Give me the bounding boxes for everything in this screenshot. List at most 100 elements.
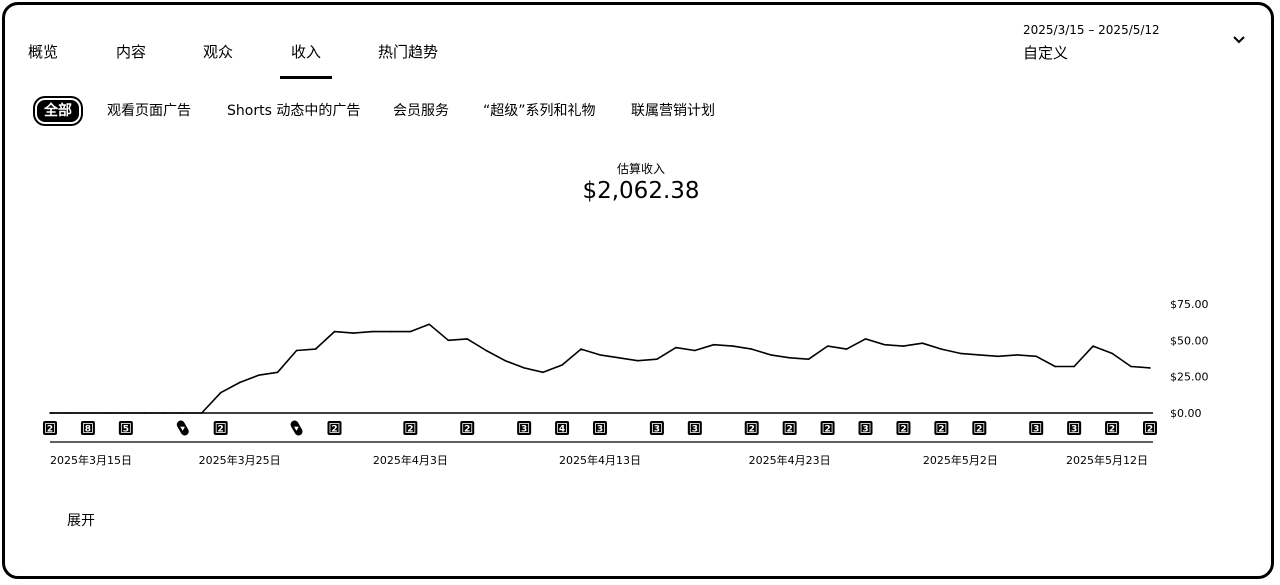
chip-watch-page-ads[interactable]: 观看页面广告 [107,103,191,119]
upload-marker[interactable]: 3 [1067,421,1082,435]
upload-marker[interactable]: 5 [118,421,133,435]
data-point [826,345,829,347]
upload-marker-count: 5 [123,425,129,435]
upload-marker[interactable]: 2 [403,421,418,435]
data-point [788,356,791,359]
upload-marker[interactable]: 3 [858,421,873,435]
upload-marker[interactable]: 3 [517,421,532,435]
x-tick-label: 2025年3月15日 [50,453,132,467]
data-point [959,352,962,355]
upload-marker-count: 3 [1071,425,1077,435]
tab-overview[interactable]: 概览 [27,43,58,61]
data-point [807,358,810,361]
data-point [1035,355,1038,358]
shorts-marker-icon[interactable] [175,419,190,437]
data-point [447,339,450,342]
upload-marker-count: 4 [559,425,565,435]
data-point [125,412,127,414]
data-point [106,412,108,414]
data-point [750,348,753,350]
data-point [580,348,582,350]
y-tick-label: $50.00 [1170,334,1209,347]
data-point [883,343,886,346]
chip-shorts-feed-ads[interactable]: Shorts 动态中的广告 [227,103,361,119]
x-tick-label: 2025年4月23日 [749,453,831,467]
upload-marker-count: 3 [654,425,660,435]
expand-button[interactable]: 展开 [67,513,95,529]
upload-marker[interactable]: 2 [213,421,228,435]
data-point [466,338,469,340]
data-point [295,349,298,352]
upload-marker[interactable]: 3 [1029,421,1044,435]
x-tick-label: 2025年3月25日 [199,453,281,467]
data-point [637,359,639,362]
data-point [1092,345,1094,347]
chevron-down-icon[interactable] [1229,30,1249,50]
data-point [181,412,184,414]
x-tick-label: 2025年4月13日 [559,453,641,467]
y-tick-label: $75.00 [1170,298,1209,311]
data-point [902,345,905,347]
chip-affiliate-program[interactable]: 联属营销计划 [631,103,715,119]
data-point [769,354,772,356]
data-point [561,364,563,366]
upload-marker[interactable]: 2 [744,421,759,435]
upload-marker[interactable]: 2 [782,421,797,435]
data-point [162,412,165,414]
data-point [390,330,393,333]
upload-marker-count: 3 [862,425,868,435]
x-tick-label: 2025年5月2日 [923,453,998,467]
tab-audience[interactable]: 观众 [202,43,233,61]
data-point [599,354,601,356]
upload-marker-count: 2 [407,425,413,435]
upload-marker[interactable]: 2 [327,421,342,435]
chip-all[interactable]: 全部 [37,100,79,122]
upload-marker[interactable]: 3 [687,421,702,435]
data-point [542,371,544,374]
data-point [87,412,89,414]
data-point [409,330,412,333]
upload-marker-count: 2 [976,425,982,435]
upload-marker[interactable]: 3 [593,421,607,435]
series-line [50,323,1151,414]
y-tick-label: $25.00 [1170,371,1209,384]
upload-marker[interactable]: 2 [972,421,987,435]
upload-marker[interactable]: 2 [896,421,911,435]
data-point [523,367,525,369]
upload-marker[interactable]: 2 [43,421,57,435]
tab-trending[interactable]: 热门趋势 [377,43,438,61]
upload-marker[interactable]: 3 [649,421,664,435]
data-point [1111,352,1113,355]
upload-marker[interactable]: 2 [1105,421,1120,435]
tab-revenue[interactable]: 收入 [280,25,332,79]
chip-memberships[interactable]: 会员服务 [393,103,449,119]
date-range-value: 2025/3/15 – 2025/5/12 [1023,23,1160,37]
data-point [1073,365,1075,368]
data-point [618,356,620,359]
data-point [485,349,488,352]
upload-marker[interactable]: 8 [80,421,95,435]
upload-marker-count: 2 [787,425,793,435]
data-point [1149,367,1151,369]
data-point [712,343,715,346]
upload-marker[interactable]: 2 [934,421,949,435]
upload-marker-count: 2 [331,425,337,435]
x-tick-label: 2025年5月12日 [1066,453,1148,467]
data-point [68,412,70,414]
date-range-selector[interactable]: 2025/3/15 – 2025/5/12 自定义 [1023,20,1253,62]
shorts-marker-icon[interactable] [289,419,304,437]
data-point [314,348,317,350]
upload-marker[interactable]: 2 [1143,421,1157,435]
data-point [371,330,374,333]
upload-marker-count: 2 [1147,425,1153,435]
upload-marker-count: 2 [464,425,470,435]
tab-content[interactable]: 内容 [115,43,146,61]
upload-marker-count: 2 [824,425,830,435]
data-point [940,348,943,350]
upload-marker[interactable]: 2 [460,421,475,435]
upload-marker-count: 2 [1109,425,1115,435]
upload-marker[interactable]: 4 [555,421,570,435]
chip-supers-and-gifts[interactable]: “超级”系列和礼物 [483,103,596,119]
upload-marker[interactable]: 2 [820,421,835,435]
